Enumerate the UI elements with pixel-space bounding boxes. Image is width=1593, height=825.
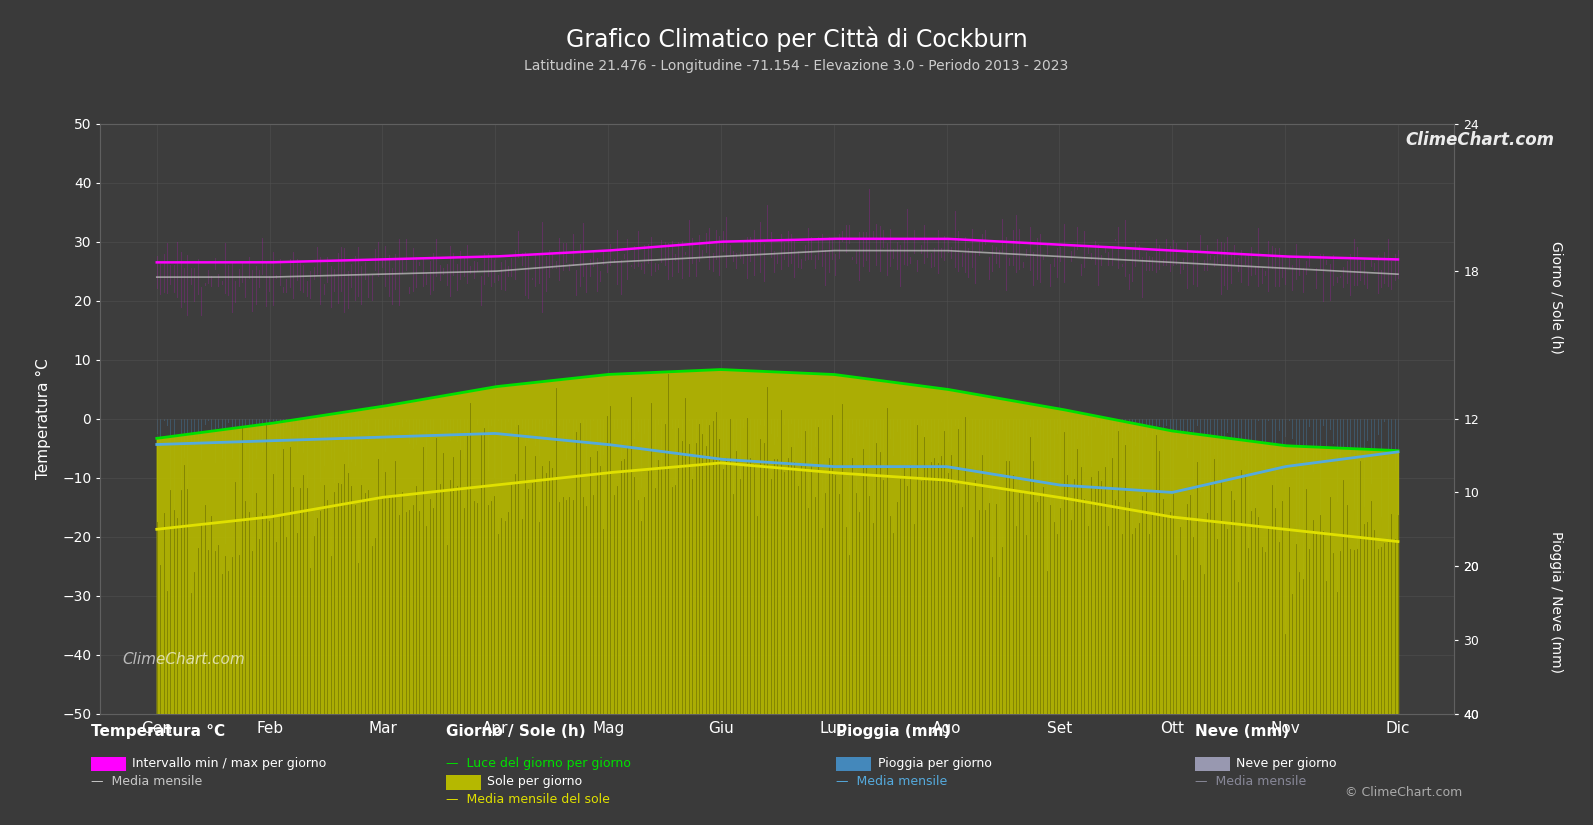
- Text: Pioggia (mm): Pioggia (mm): [836, 724, 951, 739]
- Text: Intervallo min / max per giorno: Intervallo min / max per giorno: [132, 757, 327, 770]
- Text: Grafico Climatico per Città di Cockburn: Grafico Climatico per Città di Cockburn: [566, 26, 1027, 52]
- Text: —  Media mensile: — Media mensile: [1195, 775, 1306, 788]
- Text: ClimeChart.com: ClimeChart.com: [123, 653, 245, 667]
- Text: —  Media mensile del sole: — Media mensile del sole: [446, 793, 610, 806]
- Text: Giorno / Sole (h): Giorno / Sole (h): [446, 724, 586, 739]
- Text: —  Luce del giorno per giorno: — Luce del giorno per giorno: [446, 757, 631, 770]
- Text: ClimeChart.com: ClimeChart.com: [1405, 131, 1555, 149]
- Text: Sole per giorno: Sole per giorno: [487, 775, 583, 788]
- Text: © ClimeChart.com: © ClimeChart.com: [1344, 785, 1462, 799]
- Text: —  Media mensile: — Media mensile: [836, 775, 948, 788]
- Text: Latitudine 21.476 - Longitudine -71.154 - Elevazione 3.0 - Periodo 2013 - 2023: Latitudine 21.476 - Longitudine -71.154 …: [524, 59, 1069, 73]
- Text: —  Media mensile: — Media mensile: [91, 775, 202, 788]
- Text: Pioggia per giorno: Pioggia per giorno: [878, 757, 991, 770]
- Y-axis label: Temperatura °C: Temperatura °C: [37, 358, 51, 479]
- Text: Giorno / Sole (h): Giorno / Sole (h): [1550, 241, 1563, 353]
- Text: Pioggia / Neve (mm): Pioggia / Neve (mm): [1550, 531, 1563, 673]
- Text: Temperatura °C: Temperatura °C: [91, 724, 225, 739]
- Text: Neve (mm): Neve (mm): [1195, 724, 1289, 739]
- Text: Neve per giorno: Neve per giorno: [1236, 757, 1337, 770]
